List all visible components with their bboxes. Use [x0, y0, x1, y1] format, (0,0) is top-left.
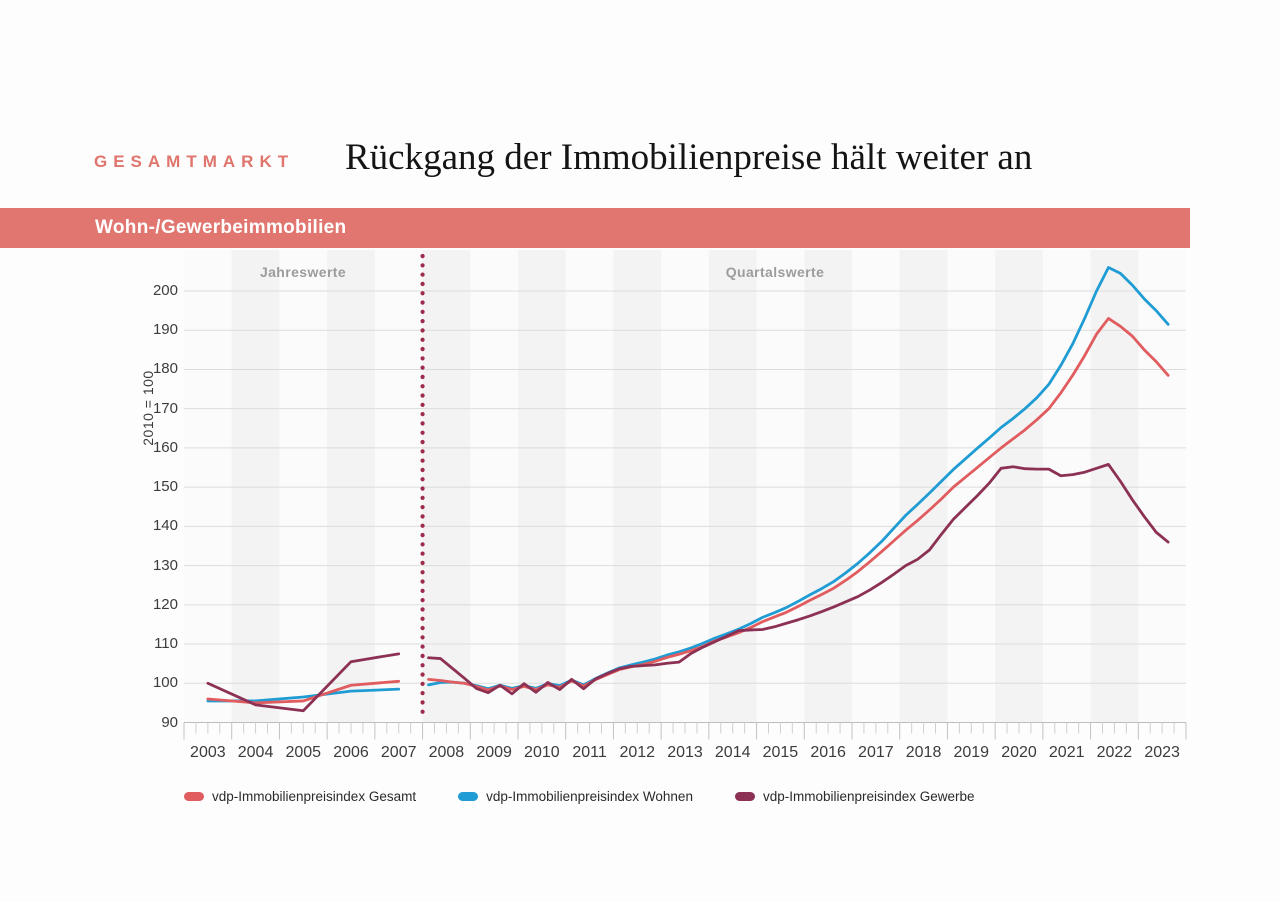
legend-swatch-icon — [184, 792, 204, 801]
x-tick-label-2020: 2020 — [1001, 744, 1037, 761]
x-tick-label-2013: 2013 — [667, 744, 703, 761]
y-tick-label: 190 — [152, 321, 178, 339]
y-tick-label: 100 — [152, 674, 178, 692]
legend-item-1: vdp-Immobilienpreisindex Wohnen — [458, 789, 693, 804]
x-tick-label-2015: 2015 — [762, 744, 799, 761]
x-tick-label-2017: 2017 — [858, 744, 894, 761]
x-tick-label-2019: 2019 — [953, 744, 990, 761]
x-tick-label-2009: 2009 — [476, 744, 512, 761]
x-tick-label-2018: 2018 — [905, 744, 942, 761]
x-tick-label-2005: 2005 — [285, 744, 322, 761]
y-tick-label: 90 — [161, 713, 178, 731]
y-tick-label: 110 — [154, 635, 178, 653]
x-tick-label-2021: 2021 — [1048, 744, 1085, 761]
legend-label: vdp-Immobilienpreisindex Gewerbe — [762, 789, 975, 804]
x-tick-label-2014: 2014 — [714, 744, 751, 761]
legend-swatch-icon — [458, 792, 479, 801]
y-tick-label: 200 — [152, 282, 178, 299]
y-tick-label: 140 — [152, 517, 178, 535]
section-label-quartalswerte: Quartalswerte — [725, 264, 825, 280]
x-tick-label-2022: 2022 — [1096, 744, 1133, 761]
y-tick-label: 180 — [152, 360, 178, 378]
chart-legend: vdp-Immobilienpreisindex Gesamt vdp-Immob… — [184, 789, 975, 804]
kicker-gesamtmarkt: GESAMTMARKT — [94, 152, 295, 171]
x-tick-label-2008: 2008 — [428, 744, 465, 761]
y-tick-label: 160 — [152, 438, 178, 456]
x-tick-label-2012: 2012 — [619, 744, 656, 761]
legend-item-2: vdp-Immobilienpreisindex Gewerbe — [734, 789, 975, 804]
x-tick-label-2004: 2004 — [237, 744, 274, 761]
legend-label: vdp-Immobilienpreisindex Wohnen — [486, 789, 693, 804]
x-tick-label-2010: 2010 — [524, 744, 560, 761]
x-tick-label-2007: 2007 — [380, 744, 417, 761]
x-tick-label-2006: 2006 — [333, 744, 369, 761]
chart-banner-label: Wohn-/Gewerbeimmobilien — [95, 217, 347, 238]
y-tick-label: 150 — [152, 478, 178, 496]
y-tick-label: 170 — [152, 399, 178, 417]
x-tick-label-2023: 2023 — [1144, 744, 1180, 761]
x-tick-label-2003: 2003 — [190, 744, 226, 761]
legend-label: vdp-Immobilienpreisindex Gesamt — [212, 789, 417, 804]
x-tick-label-2016: 2016 — [810, 744, 846, 761]
legend-item-0: vdp-Immobilienpreisindex Gesamt — [184, 789, 416, 804]
y-tick-label: 120 — [152, 595, 178, 613]
y-tick-label: 130 — [152, 556, 178, 574]
chart-banner: Wohn-/Gewerbeimmobilien — [0, 208, 1190, 248]
section-label-jahreswerte: Jahreswerte — [259, 264, 347, 280]
page-title: Rückgang der Immobilienpreise hält weite… — [345, 137, 1033, 178]
legend-swatch-icon — [734, 792, 755, 801]
x-tick-label-2011: 2011 — [572, 744, 607, 761]
